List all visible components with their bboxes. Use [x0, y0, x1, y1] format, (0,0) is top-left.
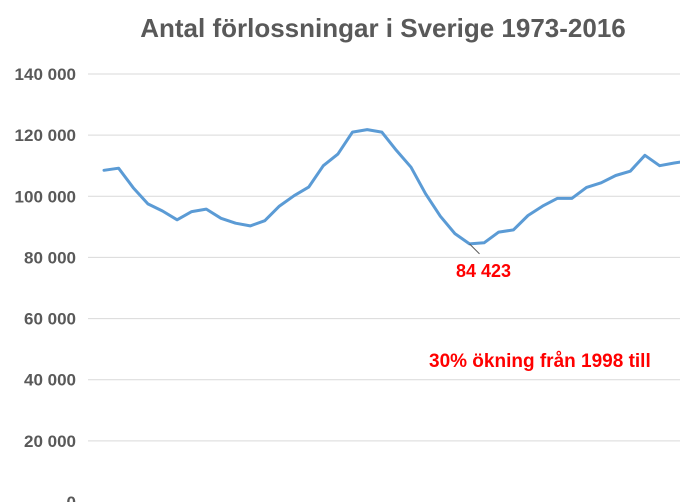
- chart-title: Antal förlossningar i Sverige 1973-2016: [140, 13, 626, 43]
- y-tick-label: 100 000: [15, 187, 76, 206]
- annotation-minimum-label: 84 423: [456, 261, 511, 281]
- annotation-growth-note: 30% ökning från 1998 till: [429, 351, 651, 372]
- annotation-leader-line: [469, 243, 480, 255]
- data-points: [103, 129, 675, 244]
- y-tick-label: 120 000: [15, 126, 76, 145]
- y-tick-label: 80 000: [24, 248, 76, 267]
- y-tick-label: 140 000: [15, 65, 76, 84]
- series-line: [102, 128, 680, 246]
- y-tick-label: 0: [67, 493, 76, 502]
- y-axis: 0 20 000 40 000 60 000 80 000 100 000 120 000 1…: [15, 65, 76, 502]
- y-tick-label: 60 000: [24, 310, 76, 329]
- y-tick-label: 40 000: [24, 371, 76, 390]
- gridlines: [88, 73, 680, 442]
- y-tick-label: 20 000: [24, 432, 76, 451]
